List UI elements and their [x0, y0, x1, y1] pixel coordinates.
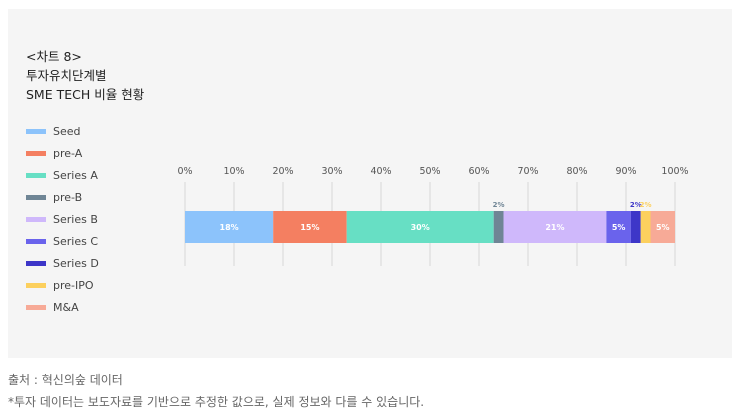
- chart-title-line-1: <차트 8>: [26, 49, 82, 64]
- legend-swatch: [26, 128, 46, 134]
- legend-swatch: [26, 304, 46, 310]
- legend-swatch: [26, 172, 46, 178]
- data-label: 5%: [612, 223, 626, 232]
- legend-swatch: [26, 260, 46, 266]
- bar-segment-m-a: [650, 211, 675, 243]
- bar-segment-seed: [185, 211, 274, 243]
- x-tick-label: 10%: [223, 166, 244, 177]
- legend-item: Series A: [26, 168, 98, 182]
- data-label: 30%: [411, 223, 430, 232]
- legend-label: Series C: [53, 234, 99, 248]
- data-label: 2%: [493, 201, 505, 209]
- chart-title-line-3: SME TECH 비율 현황: [26, 87, 145, 102]
- legend-item: pre-IPO: [26, 278, 94, 292]
- chart-title-line-2: 투자유치단계별: [26, 68, 107, 83]
- x-tick-label: 70%: [517, 166, 538, 177]
- legend-label: Series B: [53, 212, 98, 226]
- bar-segment-series-c: [606, 211, 631, 243]
- footnote: *투자 데이터는 보도자료를 기반으로 추정한 값으로, 실제 정보와 다를 수…: [8, 395, 425, 409]
- legend-label: Series D: [53, 256, 99, 270]
- x-tick-label: 30%: [321, 166, 342, 177]
- data-label: 5%: [656, 223, 670, 232]
- x-tick-label: 60%: [468, 166, 489, 177]
- data-label: 18%: [220, 223, 239, 232]
- chart-panel: <차트 8> 투자유치단계별 SME TECH 비율 현황 Seed pre-A S…: [8, 9, 732, 358]
- legend-label: pre-IPO: [53, 278, 94, 292]
- x-tick-label: 100%: [661, 166, 688, 177]
- legend-label: pre-A: [53, 146, 83, 160]
- data-label: 15%: [300, 223, 319, 232]
- legend-label: M&A: [53, 300, 79, 314]
- bar-segment-pre-a: [273, 211, 347, 243]
- legend-label: Series A: [53, 168, 98, 182]
- legend-item: pre-B: [26, 190, 82, 204]
- legend-item: Series D: [26, 256, 99, 270]
- data-label: 2%: [630, 201, 642, 209]
- legend-swatch: [26, 150, 46, 156]
- x-tick-label: 0%: [177, 166, 192, 177]
- legend-label: Seed: [53, 124, 81, 138]
- x-tick-label: 90%: [615, 166, 636, 177]
- legend-swatch: [26, 194, 46, 200]
- legend-swatch: [26, 282, 46, 288]
- data-label: 21%: [545, 223, 564, 232]
- bar-segment-series-d: [630, 211, 641, 243]
- legend-item: M&A: [26, 300, 79, 314]
- x-tick-label: 20%: [272, 166, 293, 177]
- legend-item: pre-A: [26, 146, 82, 160]
- bar-segment-series-a: [346, 211, 494, 243]
- bar-segment-pre-b: [493, 211, 504, 243]
- source-caption: 출처 : 혁신의숲 데이터: [8, 373, 123, 387]
- legend-label: pre-B: [53, 190, 83, 204]
- legend-item: Series B: [26, 212, 98, 226]
- x-tick-label: 80%: [566, 166, 587, 177]
- bar-segment-series-b: [503, 211, 607, 243]
- chart-title: <차트 8> 투자유치단계별 SME TECH 비율 현황: [26, 47, 144, 104]
- x-tick-label: 50%: [419, 166, 440, 177]
- legend-item: Seed: [26, 124, 81, 138]
- x-tick-label: 40%: [370, 166, 391, 177]
- bar-segment-pre-ipo: [640, 211, 651, 243]
- legend-item: Series C: [26, 234, 98, 248]
- legend-swatch: [26, 216, 46, 222]
- legend-swatch: [26, 238, 46, 244]
- data-label: 2%: [640, 201, 652, 209]
